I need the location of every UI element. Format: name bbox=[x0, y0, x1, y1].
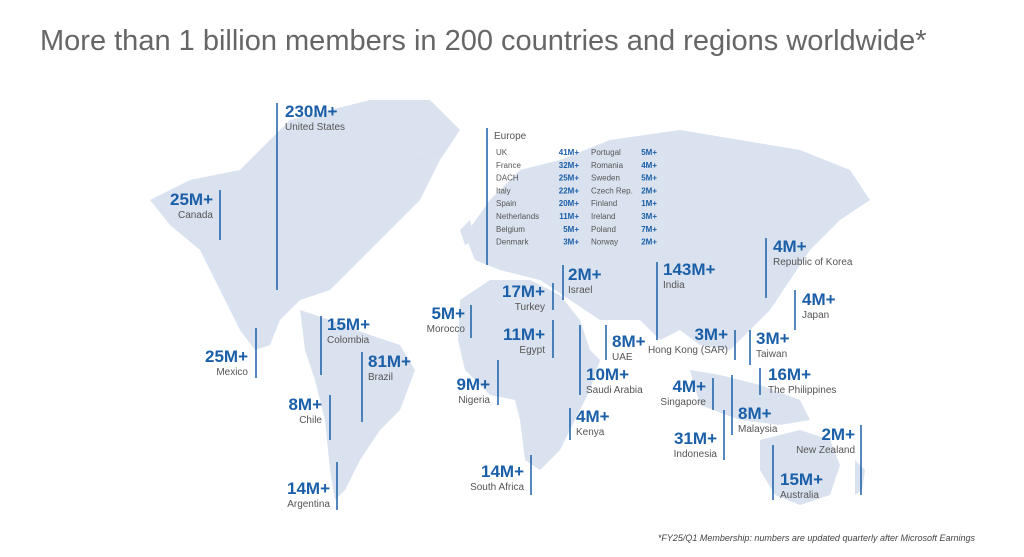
member-count: 9M+ bbox=[456, 375, 490, 394]
region-name: Morocco bbox=[427, 324, 466, 335]
country-name: Belgium bbox=[496, 225, 525, 234]
member-count: 1M+ bbox=[641, 199, 657, 208]
world-map bbox=[150, 100, 870, 505]
member-count: 4M+ bbox=[641, 161, 657, 170]
region-name: Brazil bbox=[368, 372, 393, 383]
country-name: Sweden bbox=[591, 174, 620, 183]
country-name: Norway bbox=[591, 238, 618, 247]
country-name: Ireland bbox=[591, 212, 615, 221]
country-name: Denmark bbox=[496, 238, 529, 247]
region-name: Japan bbox=[802, 310, 829, 321]
member-count: 2M+ bbox=[641, 186, 657, 195]
member-count: 11M+ bbox=[503, 325, 545, 344]
member-count: 22M+ bbox=[559, 186, 580, 195]
region-name: Turkey bbox=[515, 302, 545, 313]
member-count: 11M+ bbox=[559, 212, 579, 221]
member-count: 81M+ bbox=[368, 352, 411, 371]
region-name: Taiwan bbox=[756, 349, 787, 360]
country-name: Italy bbox=[496, 186, 511, 195]
region-name: Kenya bbox=[576, 427, 605, 438]
member-count: 32M+ bbox=[559, 161, 580, 170]
country-name: Portugal bbox=[591, 148, 621, 157]
member-count: 31M+ bbox=[674, 429, 717, 448]
country-name: France bbox=[496, 161, 521, 170]
region-name: The Philippines bbox=[768, 385, 836, 396]
member-count: 143M+ bbox=[663, 260, 716, 279]
member-count: 2M+ bbox=[821, 425, 855, 444]
member-count: 2M+ bbox=[641, 238, 657, 247]
member-count: 8M+ bbox=[612, 332, 646, 351]
title: More than 1 billion members in 200 count… bbox=[40, 25, 927, 57]
member-count: 25M+ bbox=[170, 190, 213, 209]
member-count: 4M+ bbox=[802, 290, 836, 309]
member-count: 15M+ bbox=[327, 315, 370, 334]
region-name: United States bbox=[285, 122, 345, 133]
country-name: UK bbox=[496, 148, 508, 157]
region-name: Republic of Korea bbox=[773, 257, 853, 268]
country-name: DACH bbox=[496, 174, 519, 183]
member-count: 5M+ bbox=[641, 148, 657, 157]
member-count: 3M+ bbox=[694, 325, 728, 344]
member-count: 7M+ bbox=[641, 225, 657, 234]
region-name: Malaysia bbox=[738, 424, 778, 435]
region-labels: 230M+United States25M+Canada25M+Mexico15… bbox=[170, 102, 862, 510]
member-count: 20M+ bbox=[559, 199, 580, 208]
region-name: Singapore bbox=[660, 397, 706, 408]
europe-box: Europe UK 41M+ France 32M+ DACH 25M+ Italy 22M+… bbox=[486, 128, 657, 265]
country-name: Romania bbox=[591, 161, 624, 170]
member-count: 3M+ bbox=[563, 238, 579, 247]
region-name: South Africa bbox=[470, 482, 524, 493]
region-name: Israel bbox=[568, 285, 592, 296]
member-count: 10M+ bbox=[586, 365, 629, 384]
member-count: 25M+ bbox=[205, 347, 248, 366]
country-name: Spain bbox=[496, 199, 516, 208]
member-count: 4M+ bbox=[672, 377, 706, 396]
region-name: Nigeria bbox=[458, 395, 490, 406]
region-name: Canada bbox=[178, 210, 213, 221]
member-count: 3M+ bbox=[641, 212, 657, 221]
region-name: Argentina bbox=[287, 499, 330, 510]
europe-title: Europe bbox=[494, 131, 527, 142]
member-count: 41M+ bbox=[559, 148, 580, 157]
region-name: Saudi Arabia bbox=[586, 385, 643, 396]
region-name: Indonesia bbox=[674, 449, 718, 460]
member-count: 8M+ bbox=[738, 404, 772, 423]
region-name: India bbox=[663, 280, 685, 291]
member-count: 2M+ bbox=[568, 265, 602, 284]
member-count: 17M+ bbox=[502, 282, 545, 301]
region-name: UAE bbox=[612, 352, 633, 363]
country-name: Czech Rep. bbox=[591, 186, 633, 195]
country-name: Poland bbox=[591, 225, 616, 234]
country-name: Finland bbox=[591, 199, 617, 208]
member-count: 8M+ bbox=[288, 395, 322, 414]
country-name: Netherlands bbox=[496, 212, 539, 221]
member-count: 5M+ bbox=[431, 304, 465, 323]
member-count: 4M+ bbox=[576, 407, 610, 426]
member-count: 14M+ bbox=[481, 462, 524, 481]
member-count: 3M+ bbox=[756, 329, 790, 348]
member-count: 4M+ bbox=[773, 237, 807, 256]
member-count: 16M+ bbox=[768, 365, 811, 384]
member-count: 5M+ bbox=[563, 225, 579, 234]
member-count: 25M+ bbox=[559, 174, 580, 183]
member-count: 5M+ bbox=[641, 174, 657, 183]
region-name: Egypt bbox=[519, 345, 545, 356]
region-name: Mexico bbox=[216, 367, 248, 378]
region-name: New Zealand bbox=[796, 445, 855, 456]
region-name: Hong Kong (SAR) bbox=[648, 345, 728, 356]
member-count: 15M+ bbox=[780, 470, 823, 489]
region-name: Chile bbox=[299, 415, 322, 426]
member-count: 14M+ bbox=[287, 479, 330, 498]
region-name: Colombia bbox=[327, 335, 370, 346]
region-name: Australia bbox=[780, 490, 819, 501]
footnote: *FY25/Q1 Membership: numbers are updated… bbox=[658, 533, 976, 543]
member-count: 230M+ bbox=[285, 102, 338, 121]
